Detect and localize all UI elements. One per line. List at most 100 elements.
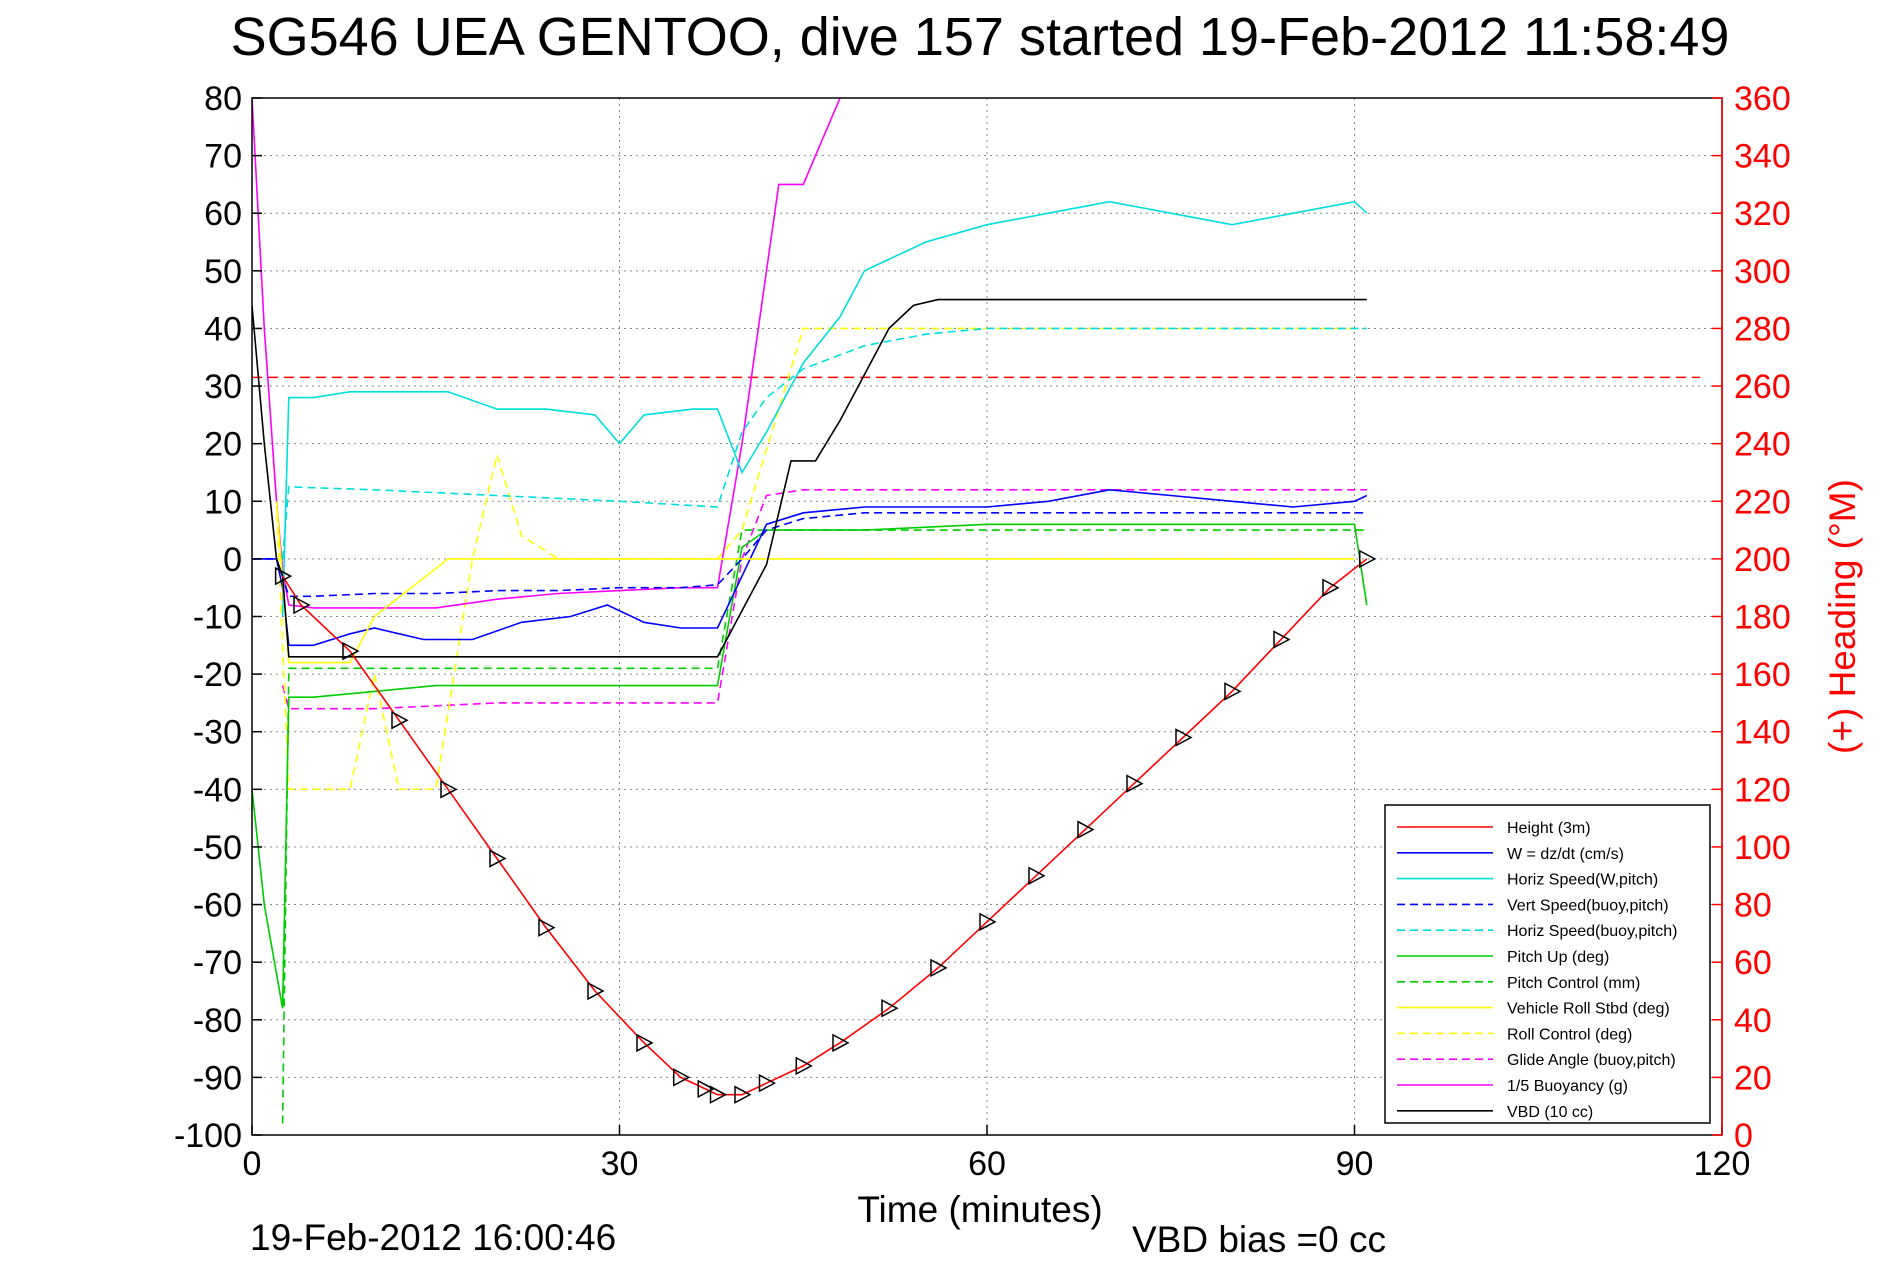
height-marker xyxy=(930,958,948,978)
y-tick-label: 70 xyxy=(204,138,242,176)
y-tick-label: 40 xyxy=(204,310,242,348)
x-tick-label: 30 xyxy=(601,1145,639,1183)
series-line-horiz-speed-w-pitch xyxy=(281,200,1368,617)
legend-box xyxy=(1384,804,1711,1124)
y-tick-label: 60 xyxy=(204,195,242,233)
chart-title: SG546 UEA GENTOO, dive 157 started 19-Fe… xyxy=(231,7,1730,67)
series-layer xyxy=(252,98,1377,1124)
legend-label: Roll Control (deg) xyxy=(1507,1026,1632,1043)
height-marker xyxy=(440,780,458,799)
y-tick-label: -20 xyxy=(193,656,242,694)
height-marker xyxy=(1126,774,1144,793)
legend-label: Pitch Control (mm) xyxy=(1507,975,1640,992)
height-marker xyxy=(1077,820,1095,839)
y-tick-label: -40 xyxy=(193,771,242,809)
series-line-horiz-speed-buoy-pitch xyxy=(281,327,1367,559)
y-tick-label: -50 xyxy=(193,829,242,867)
height-marker xyxy=(709,1085,728,1104)
series-line-w-dz-dt-cm-s xyxy=(252,488,1368,647)
legend-label: Vert Speed(buoy,pitch) xyxy=(1507,897,1669,914)
y2-tick-label: 360 xyxy=(1734,80,1791,118)
y-tick-label: -30 xyxy=(193,714,242,752)
y2-tick-label: 200 xyxy=(1734,541,1791,579)
x-tick-label: 0 xyxy=(243,1145,262,1183)
y2-tick-label: 220 xyxy=(1734,483,1791,521)
plot-area xyxy=(252,98,1700,1124)
y2-tick-label: 340 xyxy=(1734,138,1791,176)
height-marker xyxy=(758,1073,777,1093)
y2-tick-label: 60 xyxy=(1734,944,1772,982)
y2-tick-label: 300 xyxy=(1734,253,1791,291)
y2-tick-label: 280 xyxy=(1734,310,1791,348)
series-line-pitch-up-deg xyxy=(252,523,1368,1009)
height-marker xyxy=(391,710,409,730)
footer-vbd-bias: VBD bias =0 cc xyxy=(1132,1219,1386,1260)
height-marker xyxy=(673,1068,691,1087)
height-marker xyxy=(1359,549,1377,569)
y-tick-label: 80 xyxy=(204,80,242,118)
footer-timestamp: 19-Feb-2012 16:00:46 xyxy=(250,1217,616,1258)
y-tick-label: 10 xyxy=(204,483,242,521)
height-marker xyxy=(1028,866,1046,885)
height-marker xyxy=(293,595,311,615)
height-marker xyxy=(342,641,360,661)
y2-tick-label: 240 xyxy=(1734,426,1791,464)
legend: Height (3m) W = dz/dt (cm/s) Horiz Speed(W… xyxy=(1384,804,1711,1124)
height-marker xyxy=(636,1033,654,1053)
legend-label: VBD (10 cc) xyxy=(1507,1104,1593,1121)
y2-tick-label: 140 xyxy=(1734,714,1791,752)
legend-label: W = dz/dt (cm/s) xyxy=(1507,846,1624,863)
height-marker xyxy=(734,1085,752,1104)
height-marker xyxy=(489,849,507,868)
series-line-pitch-control-mm xyxy=(281,529,1367,1124)
y-tick-label: 50 xyxy=(204,253,242,291)
y-tick-label: -80 xyxy=(193,1002,242,1040)
series-line-vehicle-roll-stbd-deg xyxy=(275,501,1355,664)
height-marker xyxy=(795,1056,813,1076)
x-axis-label: Time (minutes) xyxy=(857,1189,1102,1230)
y-tick-label: -70 xyxy=(193,944,242,982)
x-tick-label: 120 xyxy=(1694,1145,1751,1183)
legend-label: Horiz Speed(W,pitch) xyxy=(1507,872,1658,889)
y-tick-label: 20 xyxy=(204,426,242,464)
ticks: 0 30 60 90 12080706050403020100-10-20-30-40-… xyxy=(174,80,1791,1183)
height-marker xyxy=(1224,682,1242,701)
y2-tick-label: 180 xyxy=(1734,599,1791,637)
height-marker xyxy=(274,566,293,586)
legend-label: Vehicle Roll Stbd (deg) xyxy=(1507,1001,1670,1018)
y-tick-label: -60 xyxy=(193,887,242,925)
series-line-height-3m xyxy=(281,558,1368,1096)
series-line-vert-speed-buoy-pitch xyxy=(252,511,1367,598)
legend-label: 1/5 Buoyancy (g) xyxy=(1507,1078,1628,1095)
legend-label: Height (3m) xyxy=(1507,820,1591,837)
y-tick-label: -90 xyxy=(193,1059,242,1097)
height-marker xyxy=(1322,578,1340,597)
series-line-glide-angle-buoy-pitch xyxy=(281,488,1367,710)
y-tick-label: 30 xyxy=(204,368,242,406)
legend-label: Pitch Up (deg) xyxy=(1507,949,1609,966)
height-marker xyxy=(881,999,899,1018)
legend-label: Horiz Speed(buoy,pitch) xyxy=(1507,923,1677,940)
y2-tick-label: 120 xyxy=(1734,771,1791,809)
y2-tick-label: 80 xyxy=(1734,887,1772,925)
y-tick-label: -10 xyxy=(193,599,242,637)
y-tick-label: 0 xyxy=(223,541,242,579)
series-line-vbd-10-cc xyxy=(252,298,1367,658)
height-marker xyxy=(697,1079,715,1099)
legend-label: Glide Angle (buoy,pitch) xyxy=(1507,1052,1676,1069)
height-marker xyxy=(832,1033,850,1053)
height-marker xyxy=(979,912,997,932)
y2-tick-label: 160 xyxy=(1734,656,1791,694)
y2-tick-label: 100 xyxy=(1734,829,1791,867)
x-tick-label: 60 xyxy=(968,1145,1006,1183)
height-marker xyxy=(538,918,556,937)
height-marker xyxy=(1175,728,1193,747)
y2-tick-label: 320 xyxy=(1734,195,1791,233)
y-tick-label: -100 xyxy=(174,1117,242,1155)
height-marker xyxy=(1273,630,1291,649)
y2-axis-label: (+) Heading (°M) xyxy=(1822,479,1863,754)
y2-tick-label: 260 xyxy=(1734,368,1791,406)
x-tick-label: 90 xyxy=(1336,1145,1374,1183)
y2-tick-label: 0 xyxy=(1734,1117,1753,1155)
